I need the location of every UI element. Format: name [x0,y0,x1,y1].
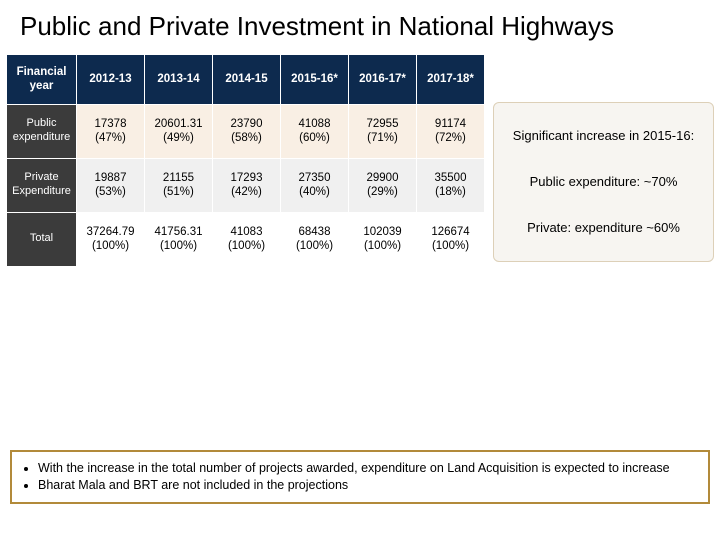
header-year: 2016-17* [349,54,417,104]
table-row: Private Expenditure 19887 (53%) 21155 (5… [7,158,485,212]
header-year: 2014-15 [213,54,281,104]
table-cell: 68438 (100%) [281,212,349,266]
table-cell: 72955 (71%) [349,104,417,158]
table-row: Total 37264.79 (100%) 41756.31 (100%) 41… [7,212,485,266]
header-year: 2013-14 [145,54,213,104]
header-year: 2015-16* [281,54,349,104]
note-item: With the increase in the total number of… [38,460,698,477]
content-row: Financial year 2012-13 2013-14 2014-15 2… [0,50,720,267]
callout-line: Private: expenditure ~60% [502,219,705,237]
table-cell: 20601.31 (49%) [145,104,213,158]
table-cell: 19887 (53%) [77,158,145,212]
table-cell: 41756.31 (100%) [145,212,213,266]
table-cell: 17378 (47%) [77,104,145,158]
row-label: Public expenditure [7,104,77,158]
note-item: Bharat Mala and BRT are not included in … [38,477,698,494]
investment-table: Financial year 2012-13 2013-14 2014-15 2… [6,54,485,267]
table-cell: 23790 (58%) [213,104,281,158]
table-cell: 35500 (18%) [417,158,485,212]
table-header-row: Financial year 2012-13 2013-14 2014-15 2… [7,54,485,104]
table-cell: 41083 (100%) [213,212,281,266]
table-cell: 27350 (40%) [281,158,349,212]
table-cell: 41088 (60%) [281,104,349,158]
header-year: 2012-13 [77,54,145,104]
notes-box: With the increase in the total number of… [10,450,710,504]
table-cell: 126674 (100%) [417,212,485,266]
header-corner: Financial year [7,54,77,104]
table-cell: 37264.79 (100%) [77,212,145,266]
table-cell: 91174 (72%) [417,104,485,158]
header-year: 2017-18* [417,54,485,104]
table-cell: 21155 (51%) [145,158,213,212]
callout-box: Significant increase in 2015-16: Public … [493,102,714,262]
table-cell: 17293 (42%) [213,158,281,212]
callout-line: Public expenditure: ~70% [502,173,705,191]
row-label: Private Expenditure [7,158,77,212]
table-row: Public expenditure 17378 (47%) 20601.31 … [7,104,485,158]
table-cell: 29900 (29%) [349,158,417,212]
row-label: Total [7,212,77,266]
page-title: Public and Private Investment in Nationa… [0,0,720,50]
table-cell: 102039 (100%) [349,212,417,266]
notes-list: With the increase in the total number of… [22,460,698,494]
callout-line: Significant increase in 2015-16: [502,127,705,145]
